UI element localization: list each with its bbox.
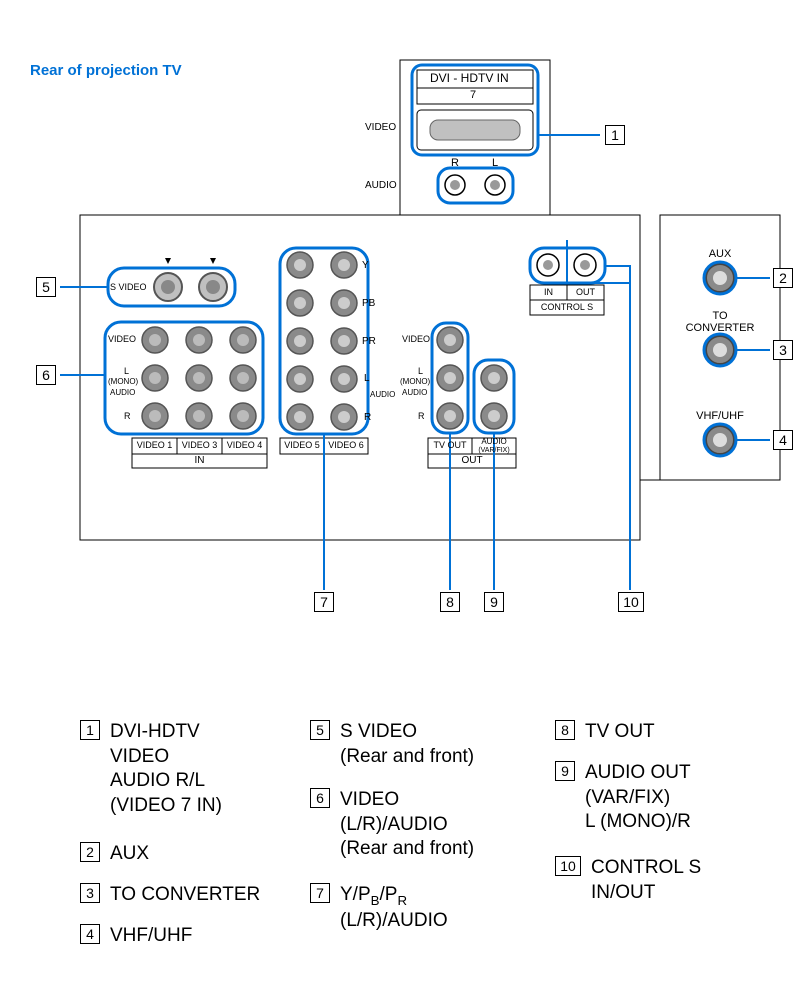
- callout-lines: [60, 135, 770, 590]
- callout-8: 8: [440, 592, 460, 612]
- legend-num: 2: [80, 842, 100, 862]
- legend-text: VHF/UHF: [110, 924, 192, 949]
- legend-item-1: 1 DVI-HDTVVIDEOAUDIO R/L(VIDEO 7 IN): [80, 720, 222, 819]
- comp-col1: VIDEO 5: [281, 440, 323, 450]
- callout-5: 5: [36, 277, 56, 297]
- dvi-l: L: [492, 157, 498, 169]
- callout-2: 2: [773, 268, 793, 288]
- legend-item-10: 10 CONTROL SIN/OUT: [555, 856, 701, 905]
- tvout-video: VIDEO: [402, 334, 430, 344]
- tvout-l: L: [418, 366, 423, 376]
- comp-y: Y: [362, 260, 369, 271]
- legend-item-6: 6 VIDEO(L/R)/AUDIO(Rear and front): [310, 788, 474, 862]
- callout-1: 1: [605, 125, 625, 145]
- tvout-label: TV OUT: [429, 440, 471, 450]
- side-aux: AUX: [690, 248, 750, 260]
- legend-num: 7: [310, 883, 330, 903]
- tvout-mono: (MONO): [400, 377, 430, 386]
- legend-item-4: 4 VHF/UHF: [80, 924, 192, 949]
- legend-num: 8: [555, 720, 575, 740]
- audioout-label: AUDIO(VAR/FIX): [473, 438, 515, 454]
- legend-num: 4: [80, 924, 100, 944]
- legend-item-8: 8 TV OUT: [555, 720, 655, 745]
- side-toconv: TO CONVERTER: [680, 310, 760, 334]
- av-col3: VIDEO 4: [223, 440, 266, 450]
- legend-item-3: 3 TO CONVERTER: [80, 883, 260, 908]
- callout-9: 9: [484, 592, 504, 612]
- legend-text: VIDEO(L/R)/AUDIO(Rear and front): [340, 788, 474, 862]
- legend-num: 5: [310, 720, 330, 740]
- av-audio: AUDIO: [110, 388, 135, 397]
- comp-col2: VIDEO 6: [325, 440, 367, 450]
- legend-num: 3: [80, 883, 100, 903]
- av-col2: VIDEO 3: [178, 440, 221, 450]
- callout-4: 4: [773, 430, 793, 450]
- legend-num: 1: [80, 720, 100, 740]
- side-panel-group: [704, 262, 736, 456]
- comp-l: L: [364, 373, 370, 384]
- legend-num: 10: [555, 856, 581, 876]
- side-vhf: VHF/UHF: [688, 410, 752, 422]
- av-r: R: [124, 411, 131, 421]
- dvi-header: DVI - HDTV IN: [430, 71, 509, 85]
- tvout-r: R: [418, 411, 425, 421]
- controls-in: IN: [531, 287, 566, 297]
- legend-num: 6: [310, 788, 330, 808]
- legend-text: S VIDEO(Rear and front): [340, 720, 474, 769]
- controls-out: OUT: [568, 287, 603, 297]
- legend-num: 9: [555, 761, 575, 781]
- av-video: VIDEO: [108, 334, 136, 344]
- legend-text: CONTROL SIN/OUT: [591, 856, 701, 905]
- component-group: [280, 248, 368, 454]
- legend-text: AUDIO OUT(VAR/FIX)L (MONO)/R: [585, 761, 691, 835]
- av-col1: VIDEO 1: [133, 440, 176, 450]
- legend-text: Y/PB/PR(L/R)/AUDIO: [340, 883, 448, 934]
- dvi-audio-label: AUDIO: [365, 180, 397, 191]
- legend-item-5: 5 S VIDEO(Rear and front): [310, 720, 474, 769]
- comp-pb: PB: [362, 298, 375, 309]
- dvi-r: R: [451, 157, 459, 169]
- comp-audio: AUDIO: [370, 390, 395, 399]
- av-in: IN: [132, 455, 267, 466]
- av-mono: (MONO): [108, 377, 138, 386]
- legend-text: TO CONVERTER: [110, 883, 260, 908]
- legend-item-7: 7 Y/PB/PR(L/R)/AUDIO: [310, 883, 448, 934]
- av-l: L: [124, 366, 129, 376]
- legend-item-2: 2 AUX: [80, 842, 149, 867]
- callout-10: 10: [618, 592, 644, 612]
- svideo-label: S VIDEO: [110, 282, 147, 292]
- controls-label: CONTROL S: [530, 302, 604, 312]
- legend-item-9: 9 AUDIO OUT(VAR/FIX)L (MONO)/R: [555, 761, 691, 835]
- comp-pr: PR: [362, 336, 376, 347]
- dvi-number: 7: [470, 89, 476, 101]
- dvi-video-label: VIDEO: [365, 122, 396, 133]
- tvout-out: OUT: [428, 455, 516, 466]
- callout-7: 7: [314, 592, 334, 612]
- legend-text: AUX: [110, 842, 149, 867]
- legend-text: TV OUT: [585, 720, 655, 745]
- comp-r: R: [364, 412, 371, 423]
- legend-text: DVI-HDTVVIDEOAUDIO R/L(VIDEO 7 IN): [110, 720, 222, 819]
- callout-6: 6: [36, 365, 56, 385]
- tvout-audio: AUDIO: [402, 388, 427, 397]
- callout-3: 3: [773, 340, 793, 360]
